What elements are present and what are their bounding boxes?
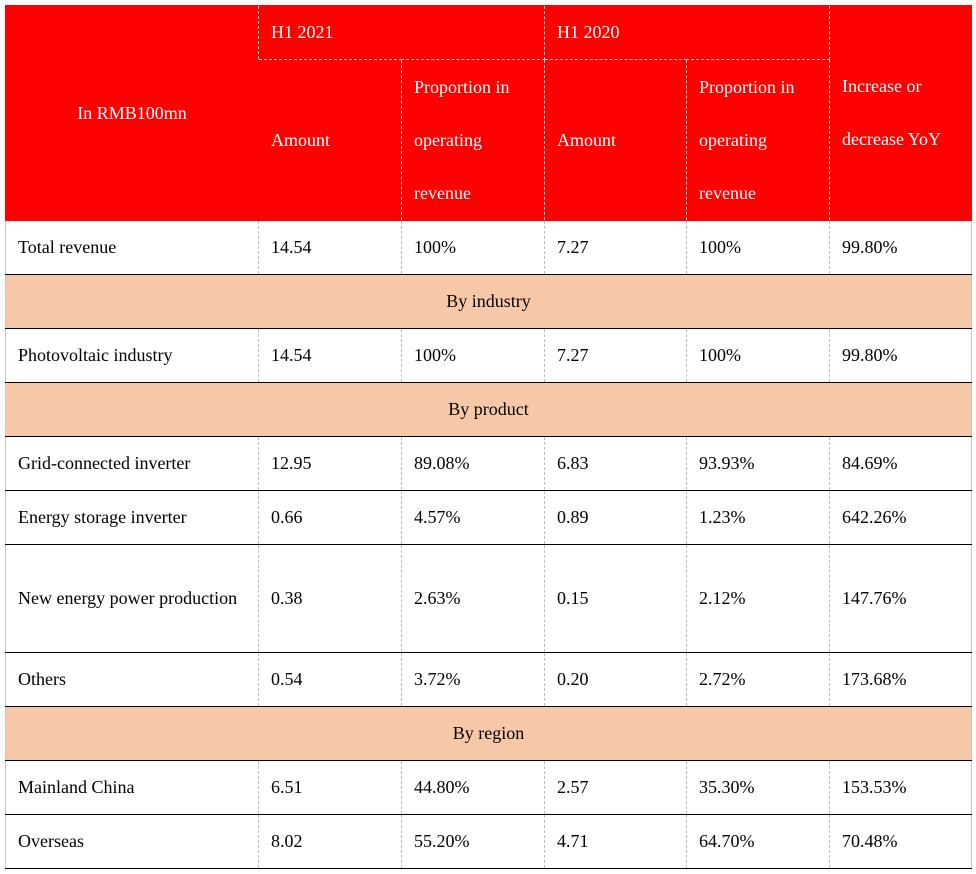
row-label: Total revenue xyxy=(5,220,259,275)
section-row: By region xyxy=(5,706,972,761)
row-label: Others xyxy=(5,652,259,707)
yoy-cell: 70.48% xyxy=(829,814,972,869)
proportion-2021-cell: 100% xyxy=(401,220,545,275)
section-row: By industry xyxy=(5,274,972,329)
amount-2021-cell: 0.38 xyxy=(258,544,402,653)
row-label: Energy storage inverter xyxy=(5,490,259,545)
proportion-header-2021: Proportion in operating revenue xyxy=(401,59,545,221)
proportion-2021-cell: 3.72% xyxy=(401,652,545,707)
yoy-cell: 99.80% xyxy=(829,220,972,275)
amount-2020-cell: 0.20 xyxy=(544,652,687,707)
proportion-2020-cell: 100% xyxy=(686,220,830,275)
yoy-cell: 99.80% xyxy=(829,328,972,383)
proportion-2020-cell: 2.12% xyxy=(686,544,830,653)
amount-2020-cell: 7.27 xyxy=(544,328,687,383)
amount-2021-cell: 0.54 xyxy=(258,652,402,707)
row-label: Overseas xyxy=(5,814,259,869)
row-label: Grid-connected inverter xyxy=(5,436,259,491)
row-label: Photovoltaic industry xyxy=(5,328,259,383)
amount-2021-cell: 14.54 xyxy=(258,220,402,275)
yoy-header: Increase or decrease YoY xyxy=(829,5,972,221)
amount-2021-cell: 14.54 xyxy=(258,328,402,383)
table-header: In RMB100mn H1 2021 H1 2020 Increase or … xyxy=(5,5,972,221)
table-row: Overseas 8.02 55.20% 4.71 64.70% 70.48% xyxy=(5,814,972,869)
proportion-2020-cell: 93.93% xyxy=(686,436,830,491)
amount-2020-cell: 4.71 xyxy=(544,814,687,869)
yoy-cell: 173.68% xyxy=(829,652,972,707)
yoy-cell: 147.76% xyxy=(829,544,972,653)
period-header-h1-2021: H1 2021 xyxy=(258,5,545,60)
proportion-2021-cell: 4.57% xyxy=(401,490,545,545)
amount-2020-cell: 2.57 xyxy=(544,760,687,815)
proportion-2020-cell: 100% xyxy=(686,328,830,383)
proportion-2020-cell: 64.70% xyxy=(686,814,830,869)
proportion-header-2020: Proportion in operating revenue xyxy=(686,59,830,221)
table-row: Others 0.54 3.72% 0.20 2.72% 173.68% xyxy=(5,652,972,707)
section-row: By product xyxy=(5,382,972,437)
proportion-2021-cell: 100% xyxy=(401,328,545,383)
proportion-2020-cell: 1.23% xyxy=(686,490,830,545)
section-label: By industry xyxy=(5,274,972,329)
amount-2021-cell: 6.51 xyxy=(258,760,402,815)
section-label: By product xyxy=(5,382,972,437)
table-row: Mainland China 6.51 44.80% 2.57 35.30% 1… xyxy=(5,760,972,815)
proportion-2021-cell: 55.20% xyxy=(401,814,545,869)
amount-2020-cell: 7.27 xyxy=(544,220,687,275)
yoy-cell: 153.53% xyxy=(829,760,972,815)
proportion-2020-cell: 2.72% xyxy=(686,652,830,707)
yoy-cell: 84.69% xyxy=(829,436,972,491)
row-label: New energy power production xyxy=(5,544,259,653)
amount-2021-cell: 8.02 xyxy=(258,814,402,869)
amount-2021-cell: 0.66 xyxy=(258,490,402,545)
proportion-2020-cell: 35.30% xyxy=(686,760,830,815)
table-row: Energy storage inverter 0.66 4.57% 0.89 … xyxy=(5,490,972,545)
amount-2020-cell: 0.89 xyxy=(544,490,687,545)
amount-2020-cell: 0.15 xyxy=(544,544,687,653)
table-row: Grid-connected inverter 12.95 89.08% 6.8… xyxy=(5,436,972,491)
proportion-2021-cell: 44.80% xyxy=(401,760,545,815)
proportion-2021-cell: 89.08% xyxy=(401,436,545,491)
section-label: By region xyxy=(5,706,972,761)
table-row: New energy power production 0.38 2.63% 0… xyxy=(5,544,972,653)
table-row: Total revenue 14.54 100% 7.27 100% 99.80… xyxy=(5,220,972,275)
amount-2021-cell: 12.95 xyxy=(258,436,402,491)
table-row: Photovoltaic industry 14.54 100% 7.27 10… xyxy=(5,328,972,383)
revenue-breakdown-table: In RMB100mn H1 2021 H1 2020 Increase or … xyxy=(5,5,972,869)
table-body: Total revenue 14.54 100% 7.27 100% 99.80… xyxy=(5,220,972,869)
amount-2020-cell: 6.83 xyxy=(544,436,687,491)
period-header-h1-2020: H1 2020 xyxy=(544,5,830,60)
amount-header-2021: Amount xyxy=(258,59,402,221)
amount-header-2020: Amount xyxy=(544,59,687,221)
yoy-cell: 642.26% xyxy=(829,490,972,545)
unit-header: In RMB100mn xyxy=(5,5,259,221)
proportion-2021-cell: 2.63% xyxy=(401,544,545,653)
row-label: Mainland China xyxy=(5,760,259,815)
